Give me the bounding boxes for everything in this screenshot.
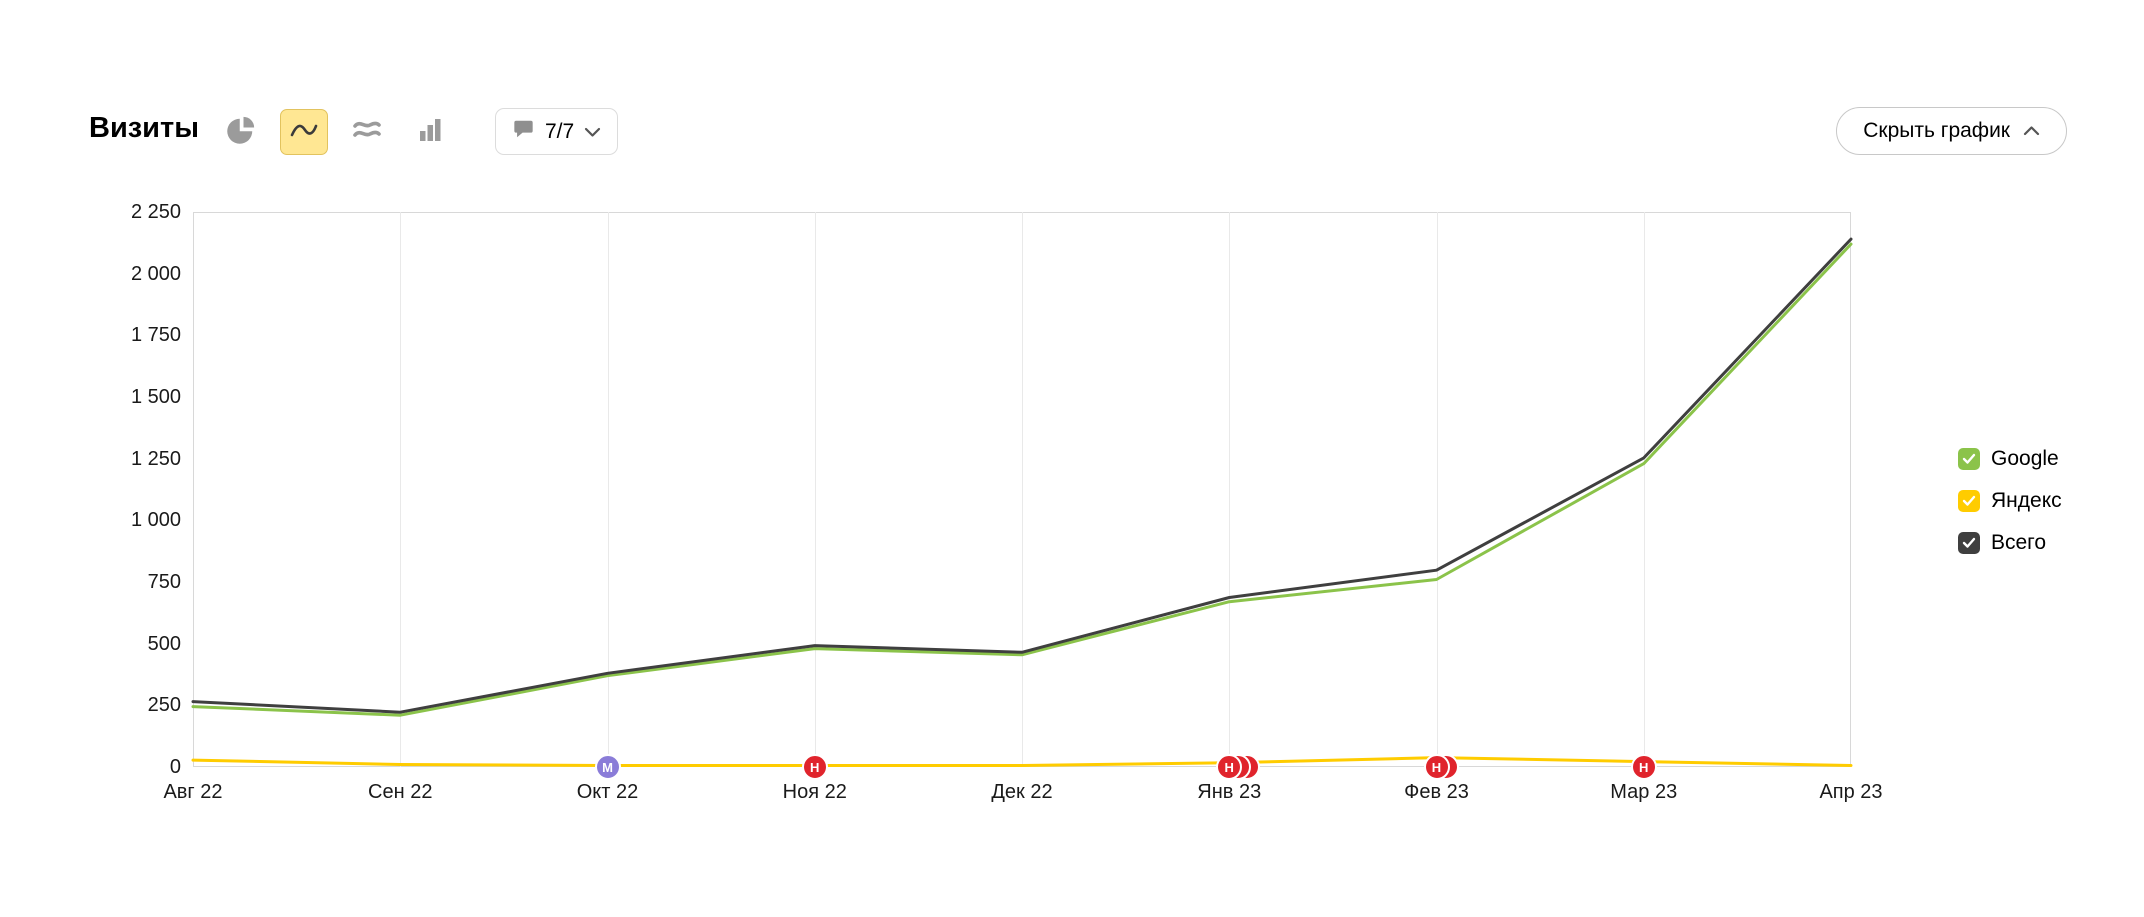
legend-checkbox[interactable] bbox=[1958, 532, 1980, 554]
pie-chart-view-button[interactable] bbox=[217, 109, 265, 155]
y-axis-label: 250 bbox=[147, 694, 181, 717]
legend-label: Яндекс bbox=[1991, 489, 2062, 512]
legend-item-total[interactable]: Всего bbox=[1958, 530, 2062, 556]
line-chart-view-button[interactable] bbox=[280, 108, 328, 155]
x-axis-label: Дек 22 bbox=[991, 781, 1053, 803]
hide-chart-button[interactable]: Скрыть график bbox=[1836, 107, 2067, 155]
x-axis-label: Ноя 22 bbox=[782, 781, 847, 803]
page-title: Визиты bbox=[89, 112, 199, 144]
gridline bbox=[607, 212, 609, 767]
y-axis-label: 750 bbox=[147, 571, 181, 593]
legend-item-yandex[interactable]: Яндекс bbox=[1958, 488, 2062, 514]
series-line-google bbox=[191, 242, 1853, 717]
x-axis-label: Авг 22 bbox=[163, 781, 223, 803]
x-axis-label: Янв 23 bbox=[1197, 781, 1262, 803]
chart-legend: Google Яндекс Всего bbox=[1958, 446, 2062, 556]
hide-chart-label: Скрыть график bbox=[1863, 119, 2010, 142]
y-axis-label: 2 250 bbox=[130, 201, 181, 223]
x-axis-label: Мар 23 bbox=[1610, 781, 1678, 803]
legend-item-google[interactable]: Google bbox=[1958, 446, 2062, 472]
chevron-up-icon bbox=[2023, 119, 2040, 143]
pie-chart-icon bbox=[226, 115, 256, 148]
legend-label: Google bbox=[1991, 447, 2059, 470]
comment-icon bbox=[512, 118, 535, 146]
gridline bbox=[400, 212, 402, 767]
note-badge[interactable]: Н bbox=[1216, 754, 1243, 780]
series-line-яндекс bbox=[191, 756, 1853, 767]
x-axis-label: Сен 22 bbox=[368, 781, 433, 803]
chevron-down-icon bbox=[584, 120, 601, 144]
note-badge[interactable]: М bbox=[594, 754, 621, 780]
y-axis-label: 2 000 bbox=[130, 262, 181, 285]
note-badge[interactable]: Н bbox=[1630, 754, 1657, 780]
gridline bbox=[1022, 212, 1023, 767]
legend-checkbox[interactable] bbox=[1958, 490, 1980, 512]
y-axis-label: 1 000 bbox=[130, 509, 181, 532]
area-chart-icon bbox=[351, 115, 383, 148]
y-axis-label: 500 bbox=[147, 632, 181, 655]
legend-label: Всего bbox=[1991, 531, 2047, 554]
chart-series-lines bbox=[191, 237, 1853, 767]
series-line-всего bbox=[191, 237, 1853, 714]
gridline bbox=[1436, 212, 1438, 767]
notes-count: 7/7 bbox=[545, 119, 575, 143]
notes-dropdown[interactable]: 7/7 bbox=[495, 108, 619, 155]
note-badge[interactable]: Н bbox=[1423, 754, 1450, 780]
gridline bbox=[814, 212, 816, 767]
y-axis-label: 1 500 bbox=[130, 386, 181, 408]
legend-checkbox[interactable] bbox=[1958, 448, 1980, 470]
x-axis-label: Фев 23 bbox=[1404, 781, 1469, 803]
x-axis-label: Апр 23 bbox=[1819, 781, 1883, 803]
chart-view-toolbar: 7/7 bbox=[217, 108, 619, 155]
bar-chart-icon bbox=[415, 115, 445, 148]
note-badge[interactable]: Н bbox=[801, 754, 828, 780]
x-axis-label: Окт 22 bbox=[576, 781, 639, 803]
line-chart-icon bbox=[288, 115, 320, 148]
y-axis-label: 1 750 bbox=[130, 324, 181, 347]
y-axis-label: 0 bbox=[169, 756, 181, 778]
gridline bbox=[1643, 212, 1645, 767]
y-axis-label: 1 250 bbox=[130, 447, 181, 470]
area-chart-view-button[interactable] bbox=[343, 109, 391, 155]
bar-chart-view-button[interactable] bbox=[406, 109, 454, 155]
gridline bbox=[1229, 212, 1231, 767]
